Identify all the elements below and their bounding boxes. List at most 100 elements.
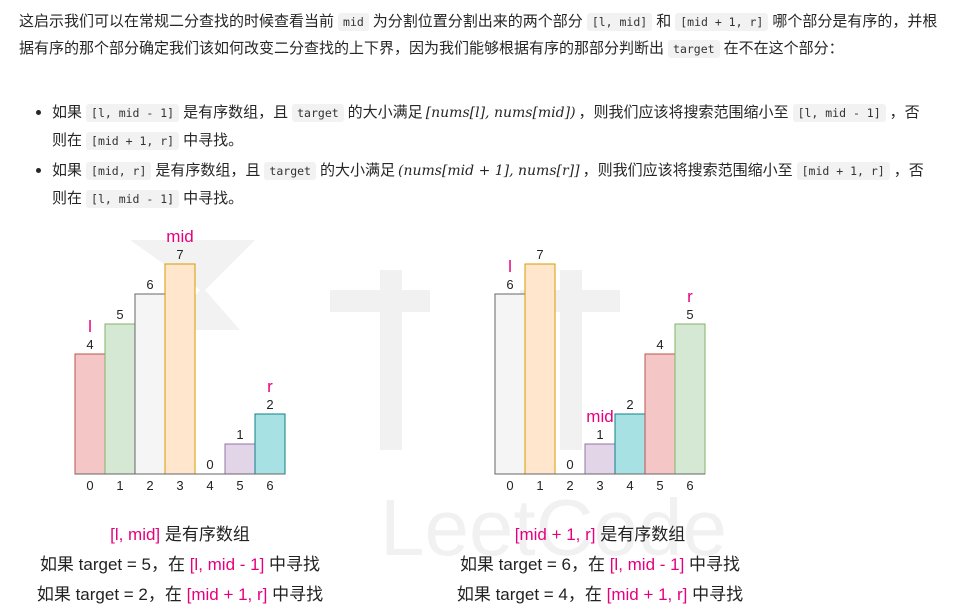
array-bar xyxy=(254,413,286,475)
code-target: target xyxy=(668,40,720,58)
code-range: [mid, r] xyxy=(86,162,152,180)
bar-value-label: 4 xyxy=(656,337,663,352)
index-label: 1 xyxy=(116,478,123,493)
index-label: 5 xyxy=(236,478,243,493)
caption-segment: 中寻找 xyxy=(264,555,320,574)
caption-segment: [mid + 1, r] xyxy=(515,525,596,544)
array-bar xyxy=(74,353,106,475)
list-text: 如果 xyxy=(52,161,83,179)
code-mid: mid xyxy=(338,13,369,31)
array-bar xyxy=(134,293,166,475)
caption-segment: [l, mid - 1] xyxy=(190,555,265,574)
bar-value-label: 7 xyxy=(536,247,543,262)
list-text: 中寻找。 xyxy=(183,131,244,149)
leetcode-logo-icon xyxy=(130,240,255,330)
intro-paragraph: 这启示我们可以在常规二分查找的时候查看当前 mid 为分割位置分割出来的两个部分 [l… xyxy=(19,8,944,62)
bar-value-label: 6 xyxy=(506,277,513,292)
pointer-marker: r xyxy=(267,377,273,396)
pointer-marker: mid xyxy=(166,227,193,246)
index-label: 2 xyxy=(146,478,153,493)
code-target: target xyxy=(264,162,316,180)
list-text: ，则我们应该将搜索范围缩小至 xyxy=(578,103,789,121)
list-text: 如果 xyxy=(52,103,83,121)
figure-caption: 如果 target = 6，在 [l, mid - 1] 中寻找 xyxy=(460,555,740,574)
caption-segment: 是有序数组 xyxy=(596,525,686,544)
intro-text: 这启示我们可以在常规二分查找的时候查看当前 xyxy=(19,12,335,30)
code-right-range: [mid + 1, r] xyxy=(675,13,769,31)
list-text: ，则我们应该将搜索范围缩小至 xyxy=(582,161,793,179)
caption-segment: 如果 target = 5，在 xyxy=(40,555,190,574)
array-bar xyxy=(494,293,526,475)
figure-caption: 如果 target = 2，在 [mid + 1, r] 中寻找 xyxy=(37,585,323,604)
code-left-range: [l, mid] xyxy=(586,13,653,31)
caption-segment: [mid + 1, r] xyxy=(607,585,688,604)
bar-value-label: 1 xyxy=(236,427,243,442)
array-bar xyxy=(104,323,136,475)
caption-segment: 如果 target = 6，在 xyxy=(460,555,610,574)
list-text: 的大小满足 xyxy=(347,103,423,121)
list-text: ，否则在 xyxy=(52,103,920,149)
intro-text: 为分割位置分割出来的两个部分 xyxy=(372,12,583,30)
caption-segment: 中寻找 xyxy=(267,585,323,604)
code-range: [mid + 1, r] xyxy=(86,132,180,150)
intro-text: 在不在这个部分： xyxy=(723,39,844,57)
list-text: 是有序数组，且 xyxy=(183,103,289,121)
caption-segment: 中寻找 xyxy=(684,555,740,574)
figure-caption: [l, mid] 是有序数组 xyxy=(110,525,250,544)
array-bar xyxy=(644,353,676,475)
math-interval: [nums[l], nums[mid]) xyxy=(425,105,576,121)
pointer-marker: mid xyxy=(586,407,613,426)
index-label: 5 xyxy=(656,478,663,493)
code-range: [mid + 1, r] xyxy=(796,162,890,180)
code-range: [l, mid - 1] xyxy=(86,104,180,122)
leetcode-watermark: LeetCode xyxy=(130,240,727,572)
code-target: target xyxy=(292,104,344,122)
bar-value-label: 4 xyxy=(86,337,93,352)
index-label: 6 xyxy=(266,478,273,493)
caption-segment: 是有序数组 xyxy=(160,525,250,544)
figure-caption: 如果 target = 4，在 [mid + 1, r] 中寻找 xyxy=(457,585,743,604)
list-text: 是有序数组，且 xyxy=(155,161,261,179)
list-text: 中寻找。 xyxy=(183,189,244,207)
index-label: 6 xyxy=(686,478,693,493)
caption-segment: [mid + 1, r] xyxy=(187,585,268,604)
bar-value-label: 0 xyxy=(206,457,213,472)
index-label: 0 xyxy=(506,478,513,493)
math-interval: (nums[mid + 1], nums[r]] xyxy=(397,163,580,179)
bar-value-label: 7 xyxy=(176,247,183,262)
pointer-marker: r xyxy=(687,287,693,306)
figure-caption: 如果 target = 5，在 [l, mid - 1] 中寻找 xyxy=(40,555,320,574)
code-range: [l, mid - 1] xyxy=(792,104,886,122)
watermark-stroke xyxy=(380,270,402,450)
index-label: 3 xyxy=(176,478,183,493)
index-label: 0 xyxy=(86,478,93,493)
bar-value-label: 6 xyxy=(146,277,153,292)
caption-segment: 如果 target = 4，在 xyxy=(457,585,607,604)
bar-value-label: 2 xyxy=(626,397,633,412)
list-item: 如果[l, mid - 1]是有序数组，且target的大小满足[nums[l]… xyxy=(52,99,932,155)
array-bar xyxy=(614,413,646,475)
intro-text: 和 xyxy=(656,12,672,30)
index-label: 4 xyxy=(626,478,633,493)
caption-segment: 中寻找 xyxy=(687,585,743,604)
array-bar xyxy=(224,443,256,475)
bar-value-label: 1 xyxy=(596,427,603,442)
list-text: 的大小满足 xyxy=(319,161,395,179)
intro-text: 哪个部分是有序的，并根据有序的那个部分确定我们该如何改变二分查找的上下界，因为我… xyxy=(19,12,938,57)
index-label: 1 xyxy=(536,478,543,493)
bar-value-label: 2 xyxy=(266,397,273,412)
bar-value-label: 5 xyxy=(686,307,693,322)
index-label: 4 xyxy=(206,478,213,493)
watermark-stroke xyxy=(560,270,582,450)
code-range: [l, mid - 1] xyxy=(86,190,180,208)
array-bar xyxy=(584,443,616,475)
figure-caption: [mid + 1, r] 是有序数组 xyxy=(515,525,686,544)
pointer-marker: l xyxy=(508,257,512,276)
index-label: 2 xyxy=(566,478,573,493)
bar-value-label: 0 xyxy=(566,457,573,472)
caption-segment: [l, mid] xyxy=(110,525,160,544)
array-bar xyxy=(164,263,196,475)
